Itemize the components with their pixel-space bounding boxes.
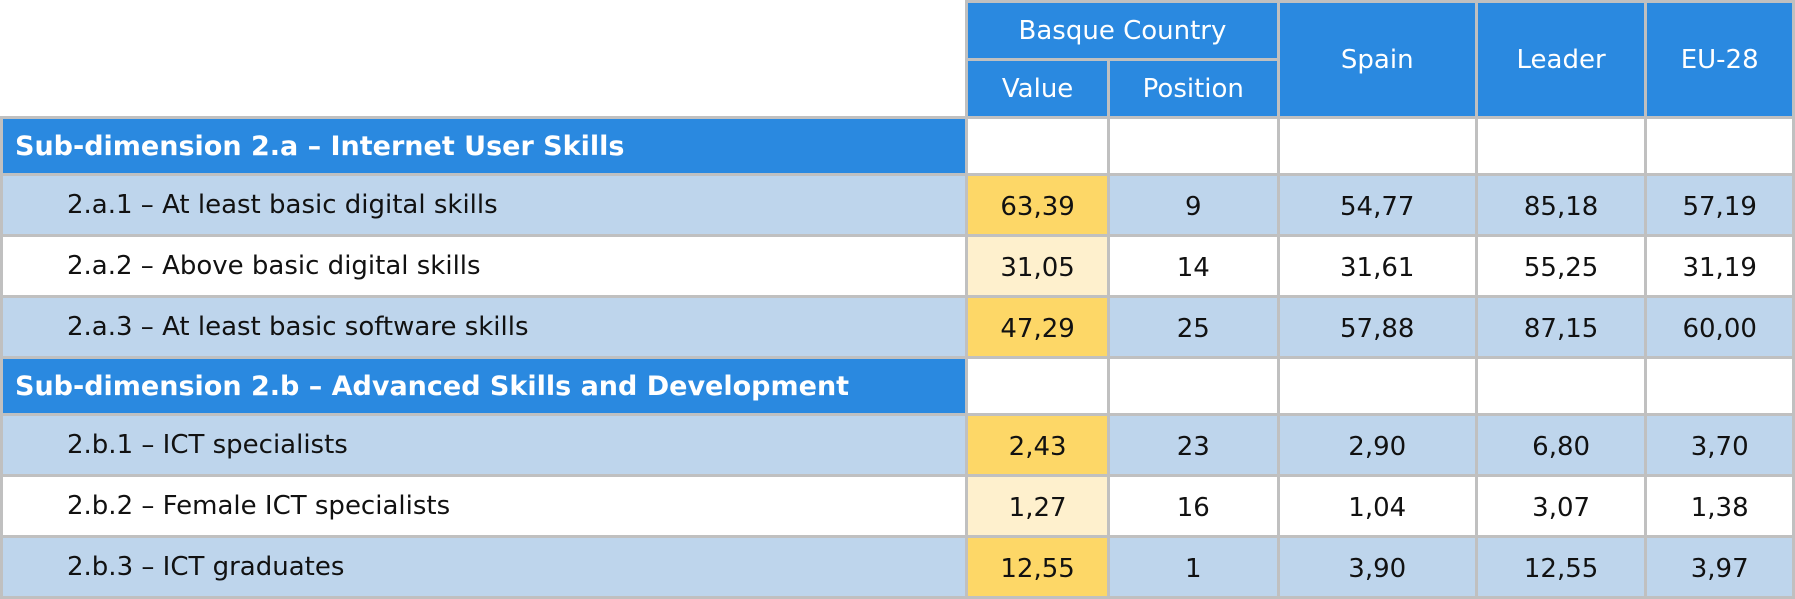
empty-cell <box>1106 116 1280 176</box>
basque-value: 47,29 <box>965 295 1110 359</box>
leader-value: 87,15 <box>1474 295 1648 359</box>
empty-cell <box>1644 356 1795 416</box>
basque-value: 31,05 <box>965 234 1110 298</box>
section-title: Sub-dimension 2.a – Internet User Skills <box>0 116 969 176</box>
table-row: 2.a.2 – Above basic digital skills 31,05… <box>0 234 1795 298</box>
header-basque-country: Basque Country <box>965 0 1280 61</box>
header-value: Value <box>965 58 1110 119</box>
leader-value: 12,55 <box>1474 535 1648 599</box>
leader-value: 3,07 <box>1474 474 1648 538</box>
basque-position: 23 <box>1106 413 1280 477</box>
indicator-label: 2.b.3 – ICT graduates <box>0 535 969 599</box>
table-row: 2.b.2 – Female ICT specialists 1,27 16 1… <box>0 474 1795 538</box>
indicator-label: 2.a.2 – Above basic digital skills <box>0 234 969 298</box>
section-row-2a: Sub-dimension 2.a – Internet User Skills <box>0 116 1795 176</box>
basque-value: 63,39 <box>965 173 1110 237</box>
eu28-value: 3,97 <box>1644 535 1795 599</box>
spain-value: 3,90 <box>1276 535 1478 599</box>
header-row-sub: Value Position <box>2 58 1794 119</box>
indicator-label: 2.a.3 – At least basic software skills <box>0 295 969 359</box>
spain-value: 31,61 <box>1276 234 1478 298</box>
indicator-label: 2.a.1 – At least basic digital skills <box>0 173 969 237</box>
basque-position: 14 <box>1106 234 1280 298</box>
header-eu28: EU-28 <box>1644 0 1795 119</box>
table-row: 2.a.3 – At least basic software skills 4… <box>0 295 1795 359</box>
indicator-label: 2.b.2 – Female ICT specialists <box>0 474 969 538</box>
basque-value: 12,55 <box>965 535 1110 599</box>
spain-value: 2,90 <box>1276 413 1478 477</box>
basque-position: 1 <box>1106 535 1280 599</box>
indicator-label: 2.b.1 – ICT specialists <box>0 413 969 477</box>
basque-value: 2,43 <box>965 413 1110 477</box>
empty-cell <box>1474 116 1648 176</box>
empty-cell <box>1644 116 1795 176</box>
spain-value: 57,88 <box>1276 295 1478 359</box>
empty-cell <box>1474 356 1648 416</box>
empty-cell <box>965 116 1110 176</box>
eu28-value: 57,19 <box>1644 173 1795 237</box>
basque-value: 1,27 <box>965 474 1110 538</box>
eu28-value: 3,70 <box>1644 413 1795 477</box>
empty-cell <box>1276 116 1478 176</box>
eu28-value: 60,00 <box>1644 295 1795 359</box>
section-row-2b: Sub-dimension 2.b – Advanced Skills and … <box>0 356 1795 416</box>
basque-position: 25 <box>1106 295 1280 359</box>
section-title: Sub-dimension 2.b – Advanced Skills and … <box>0 356 969 416</box>
header-leader: Leader <box>1474 0 1648 119</box>
header-row-top: Basque Country Spain Leader EU-28 <box>0 0 1795 119</box>
header-spain: Spain <box>1276 0 1478 119</box>
eu28-value: 1,38 <box>1644 474 1795 538</box>
empty-cell <box>965 356 1110 416</box>
table-row: 2.a.1 – At least basic digital skills 63… <box>0 173 1795 237</box>
basque-position: 16 <box>1106 474 1280 538</box>
empty-cell <box>1106 356 1280 416</box>
table-row: 2.b.3 – ICT graduates 12,55 1 3,90 12,55… <box>0 535 1795 599</box>
header-blank-cell <box>0 0 969 119</box>
spain-value: 1,04 <box>1276 474 1478 538</box>
leader-value: 55,25 <box>1474 234 1648 298</box>
leader-value: 85,18 <box>1474 173 1648 237</box>
eu28-value: 31,19 <box>1644 234 1795 298</box>
leader-value: 6,80 <box>1474 413 1648 477</box>
table-row: 2.b.1 – ICT specialists 2,43 23 2,90 6,8… <box>0 413 1795 477</box>
basque-position: 9 <box>1106 173 1280 237</box>
header-position: Position <box>1106 58 1280 119</box>
empty-cell <box>1276 356 1478 416</box>
spain-value: 54,77 <box>1276 173 1478 237</box>
